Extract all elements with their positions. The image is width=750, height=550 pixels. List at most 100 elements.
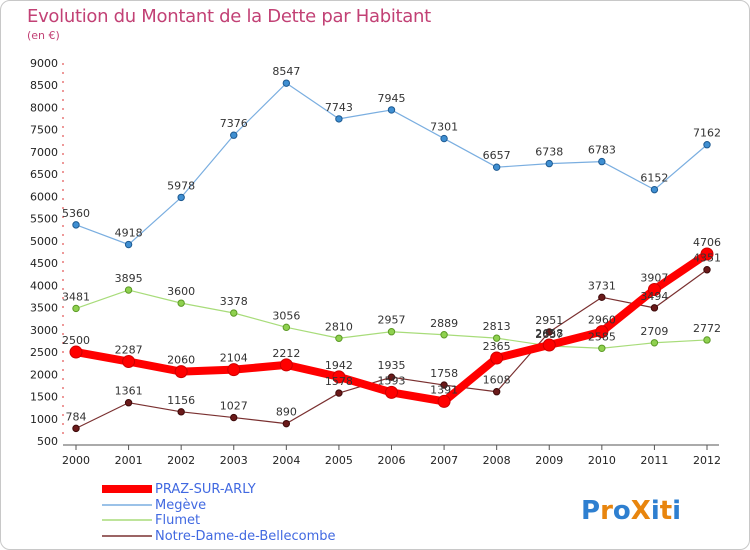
data-label: 3895 [115,272,143,285]
data-point [282,323,291,332]
data-label: 1935 [378,359,406,372]
data-label: 7376 [220,117,248,130]
data-point [72,304,80,313]
y-tick-label: 9000 [30,57,58,70]
data-point [650,339,659,347]
logo-letter: o [613,496,631,526]
x-tick-label: 2008 [483,454,511,467]
data-label: 1942 [325,359,353,372]
data-point [72,424,80,433]
data-label: 8547 [272,65,300,78]
data-label: 2960 [588,314,616,327]
y-tick-label: 8500 [30,79,58,92]
proxiti-logo: ProXiti [581,496,681,526]
y-tick-label: 7500 [30,124,58,137]
data-point [700,247,714,261]
chart-title: Evolution du Montant de la Dette par Hab… [27,6,431,27]
data-label: 6738 [535,146,563,159]
logo-letter: i [672,496,681,526]
data-point [440,134,448,143]
y-tick-label: 6500 [30,168,58,181]
data-label: 2060 [167,354,195,367]
data-label: 7945 [378,92,406,105]
x-tick-label: 2005 [325,454,353,467]
data-point [703,336,711,344]
data-label: 6152 [640,172,668,185]
data-label: 3600 [167,285,195,298]
x-tick-label: 2003 [220,454,248,467]
y-tick-label: 5000 [30,235,58,248]
y-tick-label: 1500 [30,391,58,404]
data-point [332,370,346,384]
x-tick-label: 2002 [167,454,195,467]
data-point [230,413,238,422]
data-label: 6657 [483,149,511,162]
data-point [230,131,238,139]
data-point [124,240,133,249]
y-tick-label: 4000 [30,279,58,292]
data-point [703,266,711,274]
data-point [230,309,238,317]
x-tick-label: 2001 [115,454,143,467]
y-tick-label: 3500 [30,302,58,315]
data-point [177,408,185,416]
logo-letter: r [600,496,613,526]
data-label: 2957 [378,314,406,327]
data-label: 2810 [325,320,353,333]
data-point [492,388,501,396]
data-point [490,351,504,365]
data-labels: 5360 4918 5978 7376 8547 7743 7945 7301 6657 6738… [62,65,721,423]
data-label: 2709 [640,325,668,338]
data-label: 2212 [272,347,300,360]
data-point [542,338,556,352]
data-point [598,344,606,352]
data-label: 7162 [693,127,721,140]
legend-label: Notre-Dame-de-Bellecombe [155,529,335,544]
data-point [227,363,241,377]
data-label: 1156 [167,394,195,407]
data-point [282,79,291,87]
data-label: 2104 [220,352,248,365]
data-label: 5360 [62,207,90,220]
data-label: 4706 [693,236,721,249]
y-tick-label: 3000 [30,324,58,337]
y-tick-label: 1000 [30,413,58,426]
data-point [387,106,396,114]
data-point [69,345,83,359]
data-point [124,399,133,407]
data-point [650,185,659,194]
y-tick-label: 6000 [30,190,58,203]
legend-label: Flumet [155,513,200,528]
data-label: 3907 [640,271,668,284]
x-tick-label: 2007 [430,454,458,467]
data-label: 1758 [430,367,458,380]
data-label: 3056 [272,309,300,322]
x-tick-label: 2010 [588,454,616,467]
data-label: 1578 [325,375,353,388]
data-label: 3494 [640,290,668,303]
y-tick-label: 7000 [30,146,58,159]
data-label: 3731 [588,279,616,292]
data-point [647,282,661,296]
data-point [387,328,396,336]
series-layer [69,79,714,433]
data-label: 1593 [378,374,406,387]
data-label: 1608 [483,374,511,387]
data-label: 2813 [483,320,511,333]
data-point [598,157,606,166]
x-tick-label: 2009 [535,454,563,467]
data-point [72,221,80,229]
y-tick-label: 2000 [30,368,58,381]
data-point [545,328,553,336]
data-label: 7301 [430,121,458,134]
data-label: 2637 [535,328,563,341]
data-point [595,325,609,339]
data-point [440,381,448,389]
data-label: 784 [66,410,87,423]
data-point [545,159,553,168]
data-label: 2951 [535,314,563,327]
data-label: 4918 [115,227,143,240]
y-tick-label: 8000 [30,101,58,114]
data-label: 6783 [588,144,616,157]
